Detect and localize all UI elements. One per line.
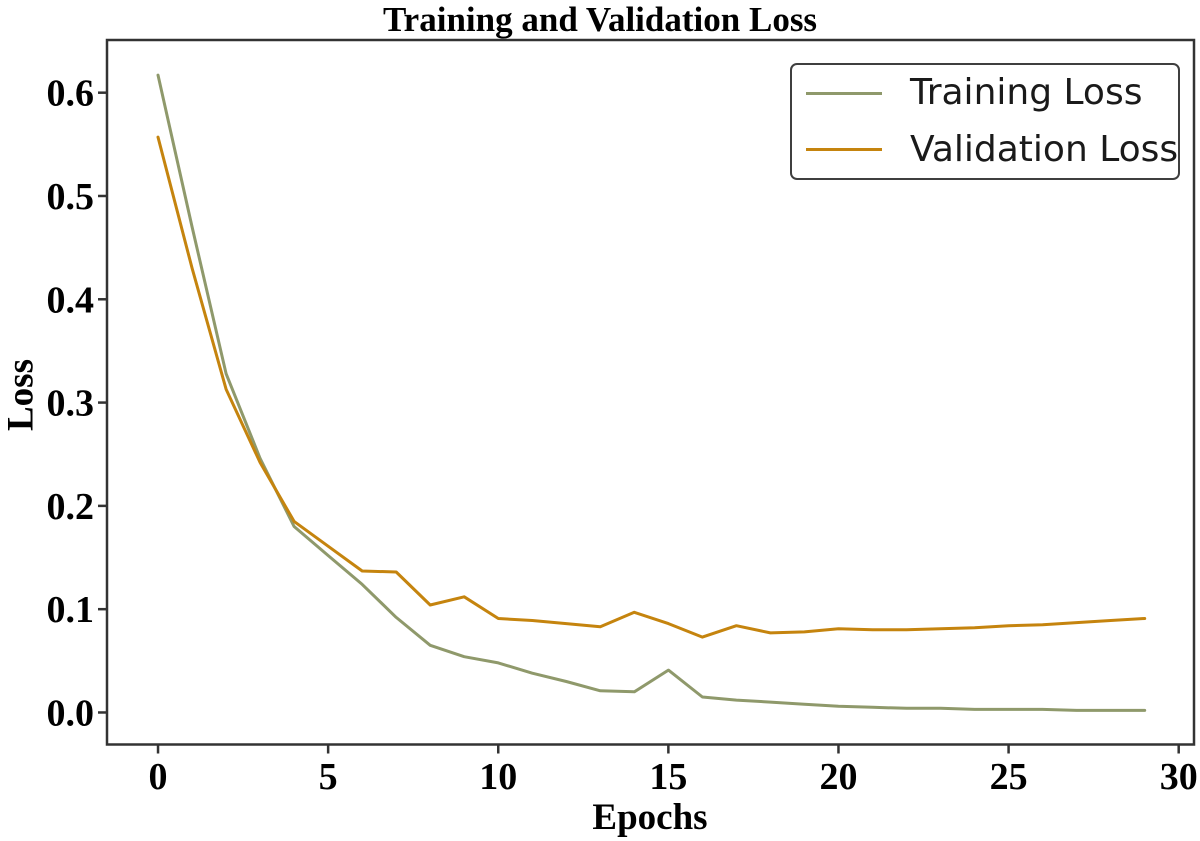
x-tick-label: 20	[819, 756, 857, 798]
legend-label-training-loss: Training Loss	[910, 72, 1143, 114]
axes-frame	[105, 38, 1196, 746]
y-tick-label: 0.6	[47, 73, 95, 115]
y-axis-label: Loss	[0, 359, 42, 431]
legend-label-validation-loss: Validation Loss	[910, 128, 1179, 170]
y-tick-label: 0.2	[47, 486, 95, 528]
validation-loss-line-swatch	[806, 148, 882, 152]
legend-item-validation-loss: Validation Loss	[806, 122, 1178, 179]
x-tick-label: 25	[990, 756, 1028, 798]
y-tick-label: 0.1	[47, 589, 95, 631]
validation-loss-line	[156, 135, 1147, 639]
x-tick-label: 10	[479, 756, 517, 798]
training-loss-line-swatch	[806, 91, 882, 95]
y-tick-label: 0.4	[47, 279, 95, 321]
chart-title: Training and Validation Loss	[382, 0, 818, 39]
x-tick-label: 30	[1160, 756, 1198, 798]
y-tick-label: 0.5	[47, 176, 95, 218]
x-tick-label: 5	[319, 756, 338, 798]
x-axis-label: Epochs	[592, 797, 708, 838]
y-tick-label: 0.0	[47, 692, 95, 734]
training-loss-line	[156, 73, 1147, 712]
x-tick-label: 15	[649, 756, 687, 798]
y-tick-label: 0.3	[47, 383, 95, 425]
legend-item-training-loss: Training Loss	[806, 65, 1178, 122]
legend: Training Loss Validation Loss	[790, 63, 1180, 180]
x-tick-label: 0	[149, 756, 168, 798]
